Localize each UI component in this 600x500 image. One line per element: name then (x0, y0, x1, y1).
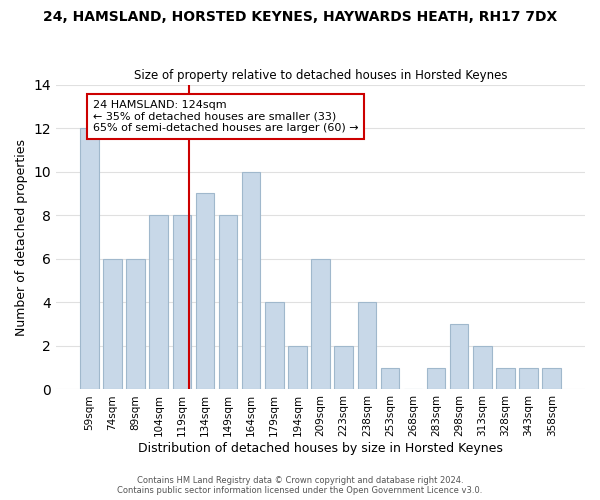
Bar (242, 172, 260, 390)
Bar (80, 128, 98, 390)
Bar (542, 368, 561, 390)
Bar (149, 215, 168, 390)
Bar (288, 346, 307, 390)
Bar (427, 368, 445, 390)
Bar (196, 194, 214, 390)
Text: 24 HAMSLAND: 124sqm
← 35% of detached houses are smaller (33)
65% of semi-detach: 24 HAMSLAND: 124sqm ← 35% of detached ho… (93, 100, 358, 133)
Y-axis label: Number of detached properties: Number of detached properties (15, 138, 28, 336)
Bar (219, 215, 237, 390)
Bar (473, 346, 491, 390)
Bar (311, 259, 330, 390)
Bar (380, 368, 399, 390)
Bar (103, 259, 122, 390)
Text: 24, HAMSLAND, HORSTED KEYNES, HAYWARDS HEATH, RH17 7DX: 24, HAMSLAND, HORSTED KEYNES, HAYWARDS H… (43, 10, 557, 24)
Text: Contains HM Land Registry data © Crown copyright and database right 2024.
Contai: Contains HM Land Registry data © Crown c… (118, 476, 482, 495)
Bar (265, 302, 284, 390)
Bar (358, 302, 376, 390)
Bar (496, 368, 515, 390)
Bar (173, 215, 191, 390)
Title: Size of property relative to detached houses in Horsted Keynes: Size of property relative to detached ho… (134, 69, 507, 82)
Bar (334, 346, 353, 390)
Bar (520, 368, 538, 390)
Bar (127, 259, 145, 390)
X-axis label: Distribution of detached houses by size in Horsted Keynes: Distribution of detached houses by size … (138, 442, 503, 455)
Bar (450, 324, 469, 390)
